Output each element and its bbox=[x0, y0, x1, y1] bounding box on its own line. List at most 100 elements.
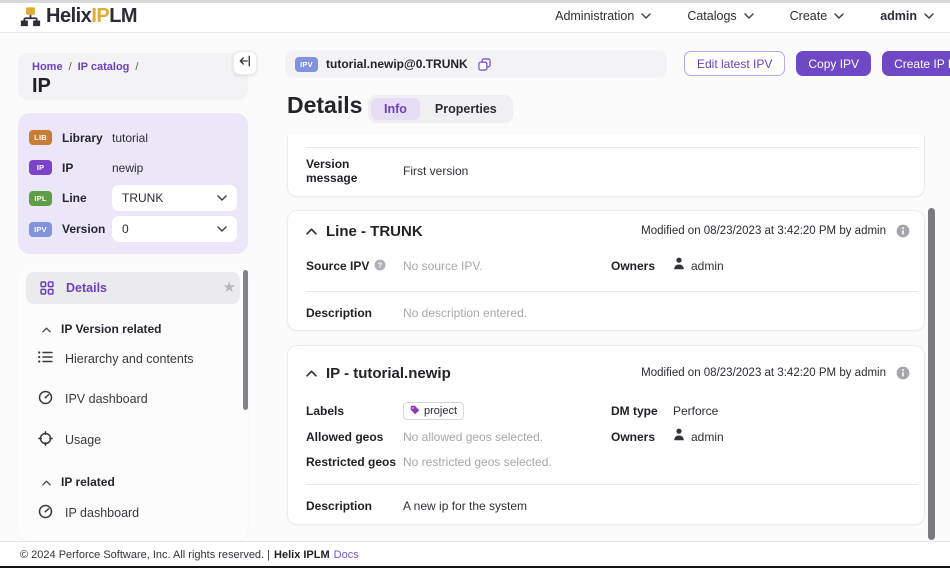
nav-section-ip-version-related[interactable]: IP Version related bbox=[42, 322, 162, 336]
divider bbox=[306, 484, 918, 485]
sidebar-collapse-button[interactable] bbox=[233, 51, 257, 75]
line-owners-row: Owners admin bbox=[611, 256, 724, 276]
window-bottom-edge bbox=[0, 566, 950, 568]
breadcrumb-home[interactable]: Home bbox=[32, 61, 63, 73]
line-card-header[interactable]: Line - TRUNK bbox=[306, 222, 423, 240]
version-label: Version bbox=[62, 222, 106, 236]
tab-properties[interactable]: Properties bbox=[434, 102, 497, 116]
source-ipv-label: Source IPV bbox=[306, 259, 370, 273]
nav-item-label: IP dashboard bbox=[65, 506, 140, 520]
sidebar-item-ipv-dashboard[interactable]: IPV dashboard bbox=[38, 390, 148, 408]
main-scrollbar[interactable] bbox=[928, 208, 935, 540]
sidebar-item-hierarchy-and-contents[interactable]: Hierarchy and contents bbox=[38, 350, 194, 367]
nav-section-ip-related[interactable]: IP related bbox=[42, 475, 115, 489]
docs-link[interactable]: Docs bbox=[333, 549, 359, 561]
ipv-chip-text: tutorial.newip@0.TRUNK bbox=[326, 57, 468, 71]
tag-icon bbox=[410, 405, 420, 418]
sidebar-item-details[interactable]: Details bbox=[26, 272, 240, 304]
favorite-star-icon[interactable]: ★ bbox=[222, 279, 236, 296]
menu-create-label: Create bbox=[789, 9, 828, 23]
ip-card-header[interactable]: IP - tutorial.newip bbox=[306, 364, 451, 382]
ip-modified-text: Modified on 08/23/2023 at 3:42:20 PM by … bbox=[641, 367, 886, 379]
ip-badge: IP bbox=[29, 160, 52, 175]
description-value: A new ip for the system bbox=[403, 499, 528, 513]
footer-brand: Helix IPLM bbox=[274, 549, 330, 561]
ip-description-row: Description A new ip for the system bbox=[306, 496, 527, 516]
restricted-geos-row: Restricted geos No restricted geos selec… bbox=[306, 452, 552, 472]
allowed-geos-row: Allowed geos No allowed geos selected. bbox=[306, 427, 543, 447]
version-message-row: Version message First version bbox=[306, 157, 468, 185]
chevron-down-icon bbox=[641, 13, 652, 19]
menu-catalogs-label: Catalogs bbox=[687, 9, 737, 23]
dashboard-icon bbox=[38, 504, 53, 522]
help-icon[interactable]: ? bbox=[374, 259, 386, 274]
sidebar-item-ip-dashboard[interactable]: IP dashboard bbox=[38, 504, 139, 522]
allowed-geos-value: No allowed geos selected. bbox=[403, 430, 544, 444]
divider bbox=[306, 291, 918, 292]
chevron-down-icon bbox=[834, 13, 844, 19]
ipv-badge: IPV bbox=[295, 56, 318, 72]
description-label: Description bbox=[306, 306, 373, 320]
ipv-badge: IPV bbox=[29, 221, 52, 237]
sidebar-scrollbar[interactable] bbox=[243, 270, 248, 410]
create-ip-line-button[interactable]: Create IP Line bbox=[882, 51, 950, 76]
ip-value: newip bbox=[112, 160, 144, 175]
restricted-geos-value: No restricted geos selected. bbox=[403, 455, 552, 469]
line-select[interactable]: TRUNK bbox=[112, 185, 237, 211]
tab-info[interactable]: Info bbox=[371, 98, 420, 120]
info-icon[interactable] bbox=[896, 366, 910, 380]
version-message-label: Version message bbox=[306, 157, 358, 185]
context-row-library: LIB Library tutorial bbox=[29, 125, 237, 150]
info-icon[interactable] bbox=[896, 224, 910, 238]
edit-latest-ipv-button[interactable]: Edit latest IPV bbox=[684, 51, 786, 76]
copy-ipv-button[interactable]: Copy IPV bbox=[796, 51, 872, 76]
grid-icon bbox=[40, 281, 54, 295]
breadcrumb-ip-catalog[interactable]: IP catalog bbox=[77, 61, 130, 73]
sidebar-item-usage[interactable]: Usage bbox=[38, 431, 101, 449]
menu-catalogs[interactable]: Catalogs bbox=[687, 9, 754, 23]
nav-item-label: Hierarchy and contents bbox=[65, 351, 194, 366]
copy-icon[interactable] bbox=[477, 57, 491, 71]
context-row-ip: IP IP newip bbox=[29, 155, 237, 180]
details-tabs: Info Properties bbox=[368, 95, 513, 123]
collapse-left-icon bbox=[239, 54, 251, 72]
ipv-chip-bar: IPV tutorial.newip@0.TRUNK bbox=[285, 50, 667, 78]
app-logo[interactable]: HelixIPLM bbox=[20, 4, 138, 28]
svg-text:?: ? bbox=[378, 260, 383, 269]
menu-user-admin[interactable]: admin bbox=[880, 9, 934, 23]
chevron-up-icon bbox=[42, 322, 51, 336]
version-message-card: Version message First version bbox=[287, 135, 925, 197]
source-ipv-label-wrap: Source IPV ? bbox=[306, 259, 403, 274]
brand-name: HelixIPLM bbox=[46, 4, 138, 27]
library-label: Library bbox=[62, 130, 103, 145]
context-row-line: IPL Line TRUNK bbox=[29, 185, 237, 211]
label-chip-project[interactable]: project bbox=[403, 402, 465, 420]
line-label: Line bbox=[62, 191, 87, 205]
menu-administration[interactable]: Administration bbox=[555, 9, 652, 23]
breadcrumb-separator: / bbox=[68, 61, 72, 73]
version-select[interactable]: 0 bbox=[112, 216, 237, 242]
allowed-geos-label: Allowed geos bbox=[306, 430, 384, 444]
menu-create[interactable]: Create bbox=[790, 9, 845, 23]
owner-chip[interactable]: admin bbox=[673, 257, 724, 275]
context-row-version: IPV Version 0 bbox=[29, 216, 237, 242]
owners-label: Owners bbox=[611, 430, 656, 444]
owner-name: admin bbox=[691, 430, 724, 444]
ip-card: IP - tutorial.newip Modified on 08/23/20… bbox=[287, 345, 925, 525]
topbar-menus: Administration Catalogs Create admin bbox=[555, 9, 934, 23]
labels-label: Labels bbox=[306, 404, 345, 418]
hierarchy-logo-icon bbox=[20, 6, 41, 27]
library-value: tutorial bbox=[112, 130, 149, 145]
line-card-title: Line - TRUNK bbox=[326, 222, 423, 240]
nav-item-label: Usage bbox=[65, 433, 102, 447]
owner-chip[interactable]: admin bbox=[673, 428, 724, 446]
owner-name: admin bbox=[691, 259, 724, 273]
breadcrumb: Home / IP catalog / bbox=[32, 61, 234, 73]
person-icon bbox=[673, 257, 685, 275]
window-top-edge bbox=[0, 0, 950, 3]
dm-type-label: DM type bbox=[611, 404, 658, 418]
chevron-down-icon bbox=[217, 226, 227, 232]
menu-user-label: admin bbox=[880, 9, 917, 23]
source-ipv-value: No source IPV. bbox=[403, 259, 483, 273]
ip-context-card: LIB Library tutorial IP IP newip IPL Lin… bbox=[18, 113, 248, 254]
